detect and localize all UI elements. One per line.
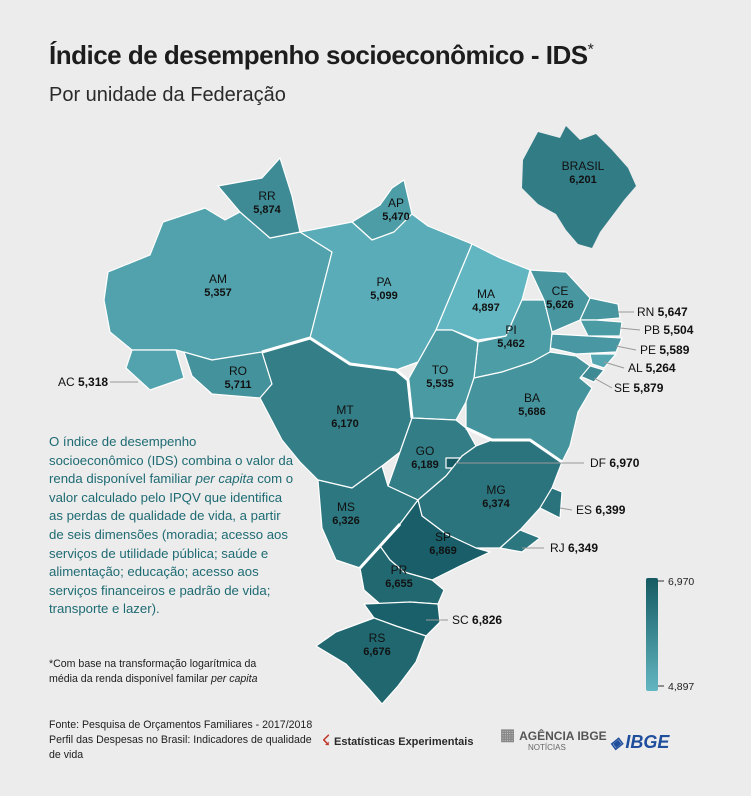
callout-label-df: DF 6,970 [590, 456, 640, 470]
page-title: Índice de desempenho socioeconômico - ID… [49, 40, 594, 70]
state-label-pi: PI [505, 323, 516, 337]
state-label-ap: AP [388, 196, 404, 210]
state-value-rs: 6,676 [363, 646, 391, 658]
state-region-pe [549, 333, 623, 355]
state-label-brasil: BRASIL [562, 159, 605, 173]
state-label-ro: RO [229, 364, 247, 378]
callout-label-rj: RJ 6,349 [550, 541, 598, 555]
state-label-rs: RS [369, 631, 386, 645]
state-value-ap: 5,470 [382, 211, 410, 223]
state-region-es [539, 487, 563, 519]
state-value-mg: 6,374 [482, 498, 510, 510]
state-value-ma: 4,897 [472, 302, 500, 314]
source-line-2: Perfil das Despesas no Brasil: Indicador… [49, 734, 312, 761]
description-text: O índice de desempenho socioeconômico (I… [49, 434, 294, 617]
legend-max-label: 6,970 [668, 576, 694, 588]
callout-label-sc: SC 6,826 [452, 613, 502, 627]
grid-icon: ▦ [500, 727, 516, 744]
page-subtitle: Por unidade da Federação [49, 84, 286, 106]
state-region-rr [217, 157, 301, 239]
callout-line-pb [619, 327, 641, 331]
callout-label-al: AL 5,264 [628, 361, 676, 375]
state-value-ro: 5,711 [225, 379, 252, 391]
state-region-rn [579, 297, 621, 321]
source-text: Fonte: Pesquisa de Orçamentos Familiares… [49, 718, 319, 763]
state-region-pb [579, 319, 623, 337]
callout-line-es [559, 507, 573, 511]
state-label-mt: MT [336, 403, 354, 417]
state-region-ac [125, 349, 185, 391]
ibge-logo: ◈ IBGE [610, 732, 670, 752]
estatisticas-experimentais-logo: ☇ Estatísticas Experimentais [322, 732, 474, 748]
state-region-rj [499, 529, 541, 553]
callout-label-pe: PE 5,589 [640, 343, 690, 357]
state-value-pa: 5,099 [370, 290, 398, 302]
callout-label-se: SE 5,879 [614, 381, 664, 395]
state-value-pi: 5,462 [497, 338, 525, 350]
ibge-mark-icon: ◈ [610, 735, 623, 752]
state-value-mt: 6,170 [331, 418, 359, 430]
state-value-ms: 6,326 [332, 515, 360, 527]
state-label-rr: RR [258, 189, 276, 203]
title-footnote-mark: * [587, 41, 594, 59]
state-label-ba: BA [524, 391, 540, 405]
state-label-am: AM [209, 272, 227, 286]
legend-min-label: 4,897 [668, 681, 694, 693]
state-label-pr: PR [391, 563, 408, 577]
source-line-1: Fonte: Pesquisa de Orçamentos Familiares… [49, 719, 313, 731]
state-label-pa: PA [376, 275, 391, 289]
state-region-rs [315, 617, 427, 705]
state-value-ba: 5,686 [518, 406, 546, 418]
state-value-to: 5,535 [426, 378, 454, 390]
callout-line-se [593, 377, 613, 389]
state-value-brasil: 6,201 [569, 174, 597, 186]
callout-line-al [603, 361, 625, 369]
legend-color-bar [646, 578, 658, 691]
state-label-go: GO [416, 444, 435, 458]
state-value-sp: 6,869 [429, 545, 457, 557]
region-borders [261, 336, 563, 570]
callout-line-pe [615, 345, 637, 351]
state-value-go: 6,189 [411, 459, 439, 471]
state-region-al [589, 353, 617, 369]
state-region-ma [435, 243, 531, 341]
state-value-ce: 5,626 [546, 299, 574, 311]
state-label-ms: MS [337, 500, 355, 514]
state-label-sp: SP [435, 530, 451, 544]
state-value-am: 5,357 [204, 287, 232, 299]
callout-label-rn: RN 5,647 [637, 305, 688, 319]
state-label-to: TO [432, 363, 448, 377]
callout-label-pb: PB 5,504 [644, 323, 694, 337]
footnote: *Com base na transformação logarítmica d… [49, 658, 258, 685]
state-label-ce: CE [552, 284, 569, 298]
state-label-mg: MG [486, 483, 505, 497]
callout-label-es: ES 6,399 [576, 503, 626, 517]
state-region-pr [359, 545, 445, 605]
mini-map-brasil [522, 126, 636, 248]
agencia-ibge-logo: ▦ AGÊNCIA IBGE NOTÍCIAS [500, 727, 607, 753]
callout-label-ac: AC 5,318 [58, 375, 108, 389]
person-icon: ☇ [322, 732, 331, 748]
state-value-pr: 6,655 [385, 578, 413, 590]
state-region-ro [183, 351, 273, 399]
state-value-rr: 5,874 [253, 204, 281, 216]
state-label-ma: MA [477, 287, 495, 301]
